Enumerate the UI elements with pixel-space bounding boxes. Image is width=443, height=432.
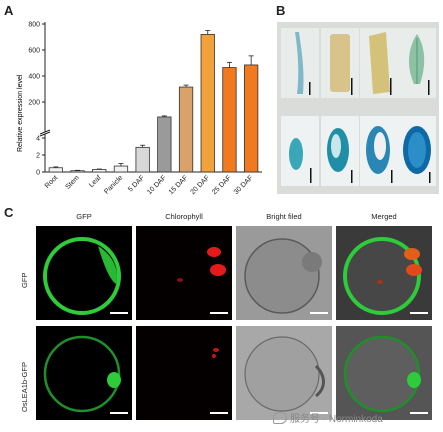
y-tick-label: 4 [36,136,40,143]
y-tick-label: 400 [28,74,40,81]
bar [178,86,194,173]
watermark: 服务号 · Norminkoda [273,410,383,425]
micrograph-gfp-merged [336,226,432,320]
col-header-chlorophyll: Chlorophyll [165,212,203,221]
x-tick-label: Panicle [103,174,124,195]
panel-label-b: B [276,3,286,18]
watermark-text: 服务号 · Norminkoda [290,414,383,425]
y-tick-label: 600 [28,48,40,55]
x-tick-label: 25 DAF [211,174,233,196]
seed-20daf-image [398,116,436,186]
row-label-gfp: GFP [20,272,29,288]
col-header-gfp: GFP [76,212,92,221]
bar [48,167,63,173]
bar [244,64,259,173]
panel-label-a: A [4,3,14,18]
micrograph-oslea1b-merged [336,326,432,420]
bar [222,67,237,173]
x-tick-label: 20 DAF [189,174,211,196]
bar [113,165,129,173]
leaf-image [360,28,398,98]
micrograph-gfp-bright-field [236,226,332,320]
col-header-merged: Merged [371,212,397,221]
wechat-icon [273,411,287,424]
col-header-bright-field: Bright filed [266,212,302,221]
y-tick-label: 200 [28,100,40,107]
bar [92,169,107,173]
panicle-image [398,28,436,98]
x-tick-label: 15 DAF [168,174,190,196]
micrograph-oslea1b-gfp [36,326,132,420]
y-axis-label: Relative expression level [17,74,24,152]
x-tick-label: 5 DAF [127,174,146,193]
expression-bar-chart: Relative expression level 200 400 600 800 0 2… [17,22,262,196]
bar [135,146,150,173]
bar [157,116,172,173]
root-image [281,28,319,98]
axis-break-mark [39,129,51,135]
row-label-oslea1b-gfp: OsLEA1b-GFP [20,361,29,412]
gus-staining-panel [277,22,439,194]
y-tick-label: 2 [36,153,40,160]
y-tick-label: 800 [28,22,40,29]
stem-image [321,28,359,98]
micrograph-gfp-gfp [36,226,132,320]
seed-15daf-image [360,116,398,186]
x-tick-label: Leaf [88,174,103,189]
panel-label-c: C [4,205,14,220]
seed-10daf-image [321,116,359,186]
micrograph-gfp-chlorophyll [136,226,232,320]
x-tick-label: Stem [64,174,81,191]
bar [70,170,85,173]
x-tick-label: Root [44,174,59,189]
x-tick-label: 30 DAF [233,174,255,196]
y-tick-label: 0 [36,170,40,177]
micrograph-oslea1b-chlorophyll [136,326,232,420]
bar [200,34,215,173]
axis-break-mark [39,131,51,137]
x-tick-label: 10 DAF [146,174,168,196]
micrograph-oslea1b-bright-field [236,326,332,420]
seed-5daf-image [281,116,319,186]
